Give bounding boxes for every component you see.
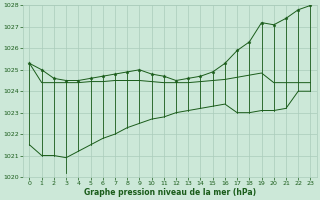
X-axis label: Graphe pression niveau de la mer (hPa): Graphe pression niveau de la mer (hPa) [84,188,256,197]
